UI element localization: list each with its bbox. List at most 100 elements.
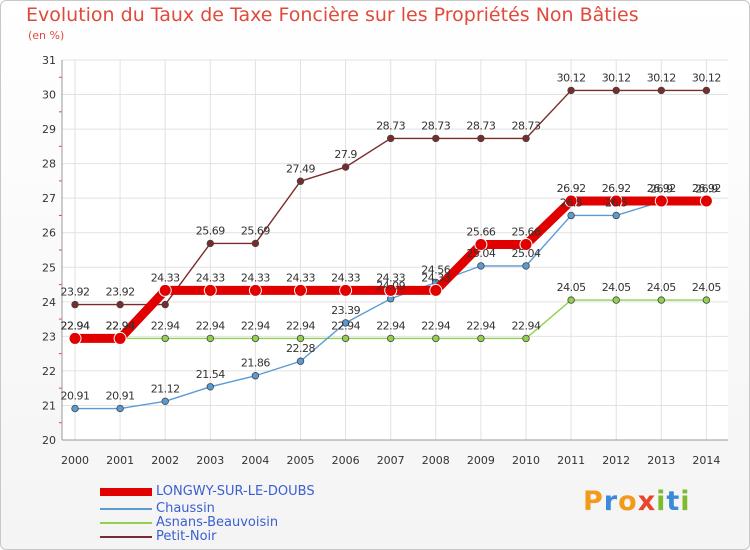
series-point-1 [522,262,530,270]
series-point-2 [567,296,575,304]
x-tick-label: 2005 [287,454,315,467]
data-label-2: 22.94 [512,319,541,332]
data-label-3: 30.12 [692,71,721,84]
x-tick-label: 2004 [241,454,269,467]
data-label-0: 24.33 [196,271,225,284]
x-tick-label: 2002 [151,454,179,467]
data-label-3: 27.9 [334,148,357,161]
series-point-2 [251,334,260,343]
series-point-3 [296,177,305,185]
data-label-0: 24.33 [286,271,315,284]
data-label-3: 28.73 [466,119,495,132]
series-point-2 [206,334,214,343]
series-point-0 [113,331,127,345]
y-tick-label: 23 [42,330,56,343]
x-tick-label: 2008 [422,454,450,467]
logo-letter: P [583,486,604,517]
series-point-2 [657,296,665,304]
series-point-0 [339,283,353,297]
data-label-1: 26.9 [695,183,718,196]
data-label-0: 26.92 [692,182,721,195]
x-tick-label: 2000 [61,454,89,467]
data-label-3: 30.12 [647,71,676,84]
legend-swatch-chaussin [100,508,152,510]
x-tick-label: 2011 [557,454,585,467]
series-point-0 [699,194,713,208]
data-label-0: 26.92 [647,182,676,195]
data-label-0: 24.33 [241,271,270,284]
x-tick-label: 2009 [467,454,495,467]
y-tick-label: 29 [42,123,56,136]
data-label-1: 21.54 [196,368,225,381]
data-label-0: 24.33 [151,271,180,284]
series-point-2 [612,296,620,304]
logo-letter: r [603,486,619,517]
series-point-2 [387,334,395,343]
data-label-2: 22.94 [331,319,360,332]
data-label-2: 22.94 [151,319,180,332]
y-tick-label: 28 [42,158,56,171]
x-tick-label: 2010 [512,454,540,467]
series-point-3 [387,134,395,143]
series-point-3 [612,86,620,95]
data-label-1: 25.04 [512,247,541,260]
series-point-3 [251,239,260,248]
data-label-1: 24.56 [421,263,450,276]
data-label-0: 24.33 [376,271,405,284]
series-point-1 [206,383,214,391]
data-label-2: 24.05 [692,281,721,294]
proxiti-logo: Proxiti [583,486,691,517]
data-label-2: 22.94 [466,319,495,332]
data-label-1: 26.5 [605,196,628,209]
legend-swatch-petit-noir [100,536,152,538]
x-tick-label: 2013 [647,454,675,467]
data-label-3: 27.49 [286,162,315,175]
series-point-1 [341,319,350,327]
logo-letter: i [680,486,691,517]
data-label-3: 30.12 [602,71,631,84]
series-point-0 [429,283,443,297]
data-label-3: 28.73 [512,119,541,132]
x-tick-label: 2014 [692,454,720,467]
x-tick-label: 2012 [602,454,630,467]
logo-letter: o [618,486,638,517]
series-point-3 [522,134,530,143]
series-point-3 [477,134,485,143]
logo-letter: t [666,486,681,517]
legend-label-chaussin: Chaussin [156,501,215,516]
data-label-1: 24.09 [376,280,405,293]
y-tick-label: 24 [42,296,56,309]
y-tick-label: 26 [42,227,56,240]
data-label-2: 24.05 [602,281,631,294]
data-label-3: 25.69 [241,224,270,237]
data-label-3: 30.12 [557,71,586,84]
series-point-2 [702,296,711,304]
y-tick-label: 30 [42,89,56,102]
series-point-3 [116,300,124,309]
data-label-2: 22.94 [376,319,405,332]
data-label-1: 21.12 [151,382,180,395]
series-point-0 [158,283,172,297]
series-point-0 [609,194,623,208]
legend-swatch-longwy [100,488,152,496]
data-label-2: 22.94 [286,319,315,332]
chart-title: Evolution du Taux de Taxe Foncière sur l… [26,4,639,26]
data-label-0: 25.66 [512,225,541,238]
y-tick-label: 22 [42,365,56,378]
y-tick-label: 21 [42,399,56,412]
data-label-2: 22.94 [106,319,135,332]
data-label-3: 23.92 [106,286,135,299]
y-tick-label: 20 [42,434,56,447]
data-label-1: 20.91 [61,390,90,403]
series-point-2 [161,334,169,343]
data-label-2: 24.05 [557,281,586,294]
series-point-3 [161,300,169,309]
data-label-3: 28.73 [421,119,450,132]
data-label-0: 24.33 [331,271,360,284]
series-point-3 [341,163,350,171]
data-label-1: 25.04 [466,247,495,260]
data-label-0: 22.94 [106,319,135,332]
data-label-0: 24.33 [421,271,450,284]
data-label-1: 26.5 [560,196,583,209]
